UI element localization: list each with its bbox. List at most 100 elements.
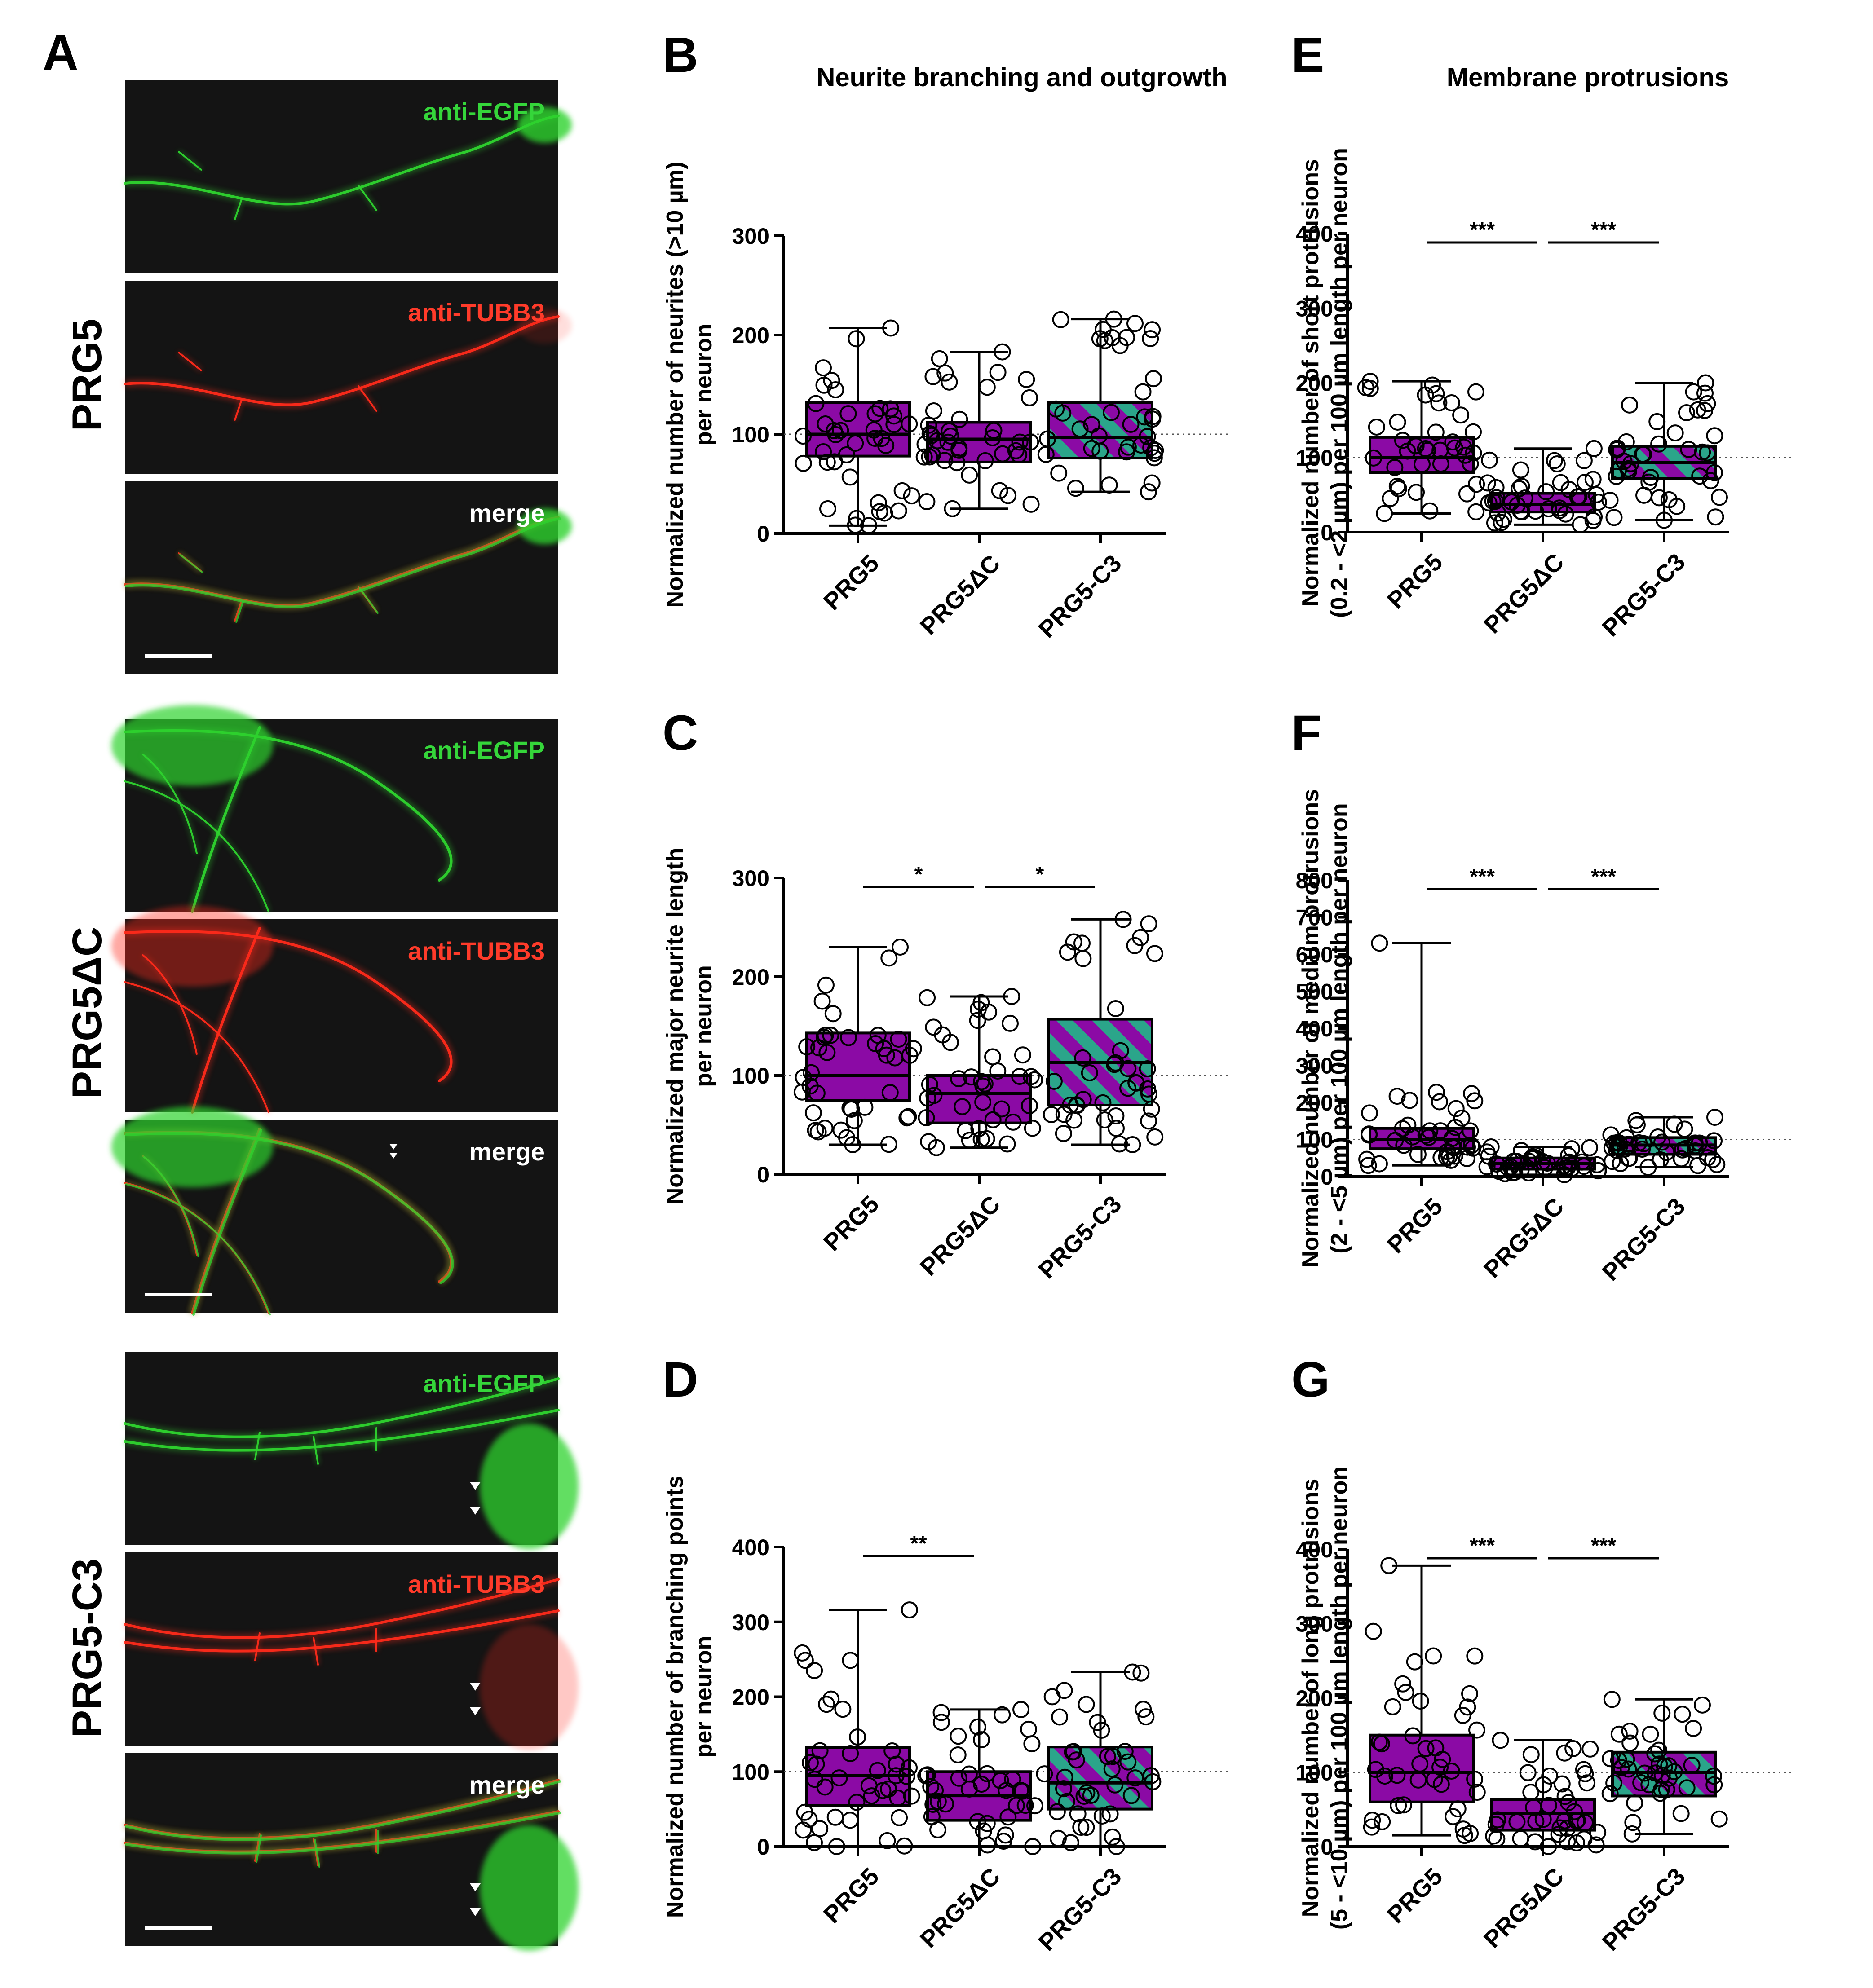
data-point: [1635, 486, 1653, 504]
x-tick-label-prg5-c: PRG5ΔC: [1479, 548, 1569, 639]
micrograph-prg5-merge: merge: [124, 481, 572, 674]
data-point: [1702, 472, 1719, 489]
data-point: [1455, 438, 1472, 456]
data-point: [838, 1129, 855, 1146]
y-axis-label-line: Normalized number of neurites (>10 µm): [662, 162, 688, 608]
data-point: [1367, 1761, 1384, 1778]
data-point: [1401, 1092, 1418, 1109]
data-point: [1069, 1805, 1087, 1823]
data-point: [876, 504, 893, 522]
data-point: [1492, 1732, 1509, 1749]
data-point: [1508, 1813, 1526, 1830]
data-point: [873, 430, 890, 447]
data-point: [1394, 1120, 1411, 1137]
data-point: [978, 379, 996, 396]
channel-label-anti-egfp: anti-EGFP: [423, 97, 545, 126]
cell-body: [111, 705, 273, 786]
data-point: [815, 443, 832, 461]
data-point: [1467, 503, 1485, 520]
data-point: [1135, 1701, 1152, 1718]
data-point: [817, 976, 835, 994]
y-tick-label: 400: [1296, 1537, 1333, 1562]
data-point: [1397, 1684, 1414, 1701]
cell-body: [480, 1424, 579, 1549]
data-point: [1144, 410, 1161, 428]
data-point: [841, 468, 859, 486]
data-point: [1487, 479, 1505, 496]
data-point: [994, 1706, 1011, 1724]
box-prg5: [795, 319, 920, 534]
data-point: [992, 1772, 1009, 1790]
data-point: [1577, 1814, 1594, 1831]
scale-bar: [145, 1926, 212, 1930]
data-point: [1026, 1797, 1044, 1815]
data-point: [1589, 1824, 1607, 1841]
neurite-trace: [125, 517, 561, 608]
data-point: [1610, 1752, 1627, 1769]
data-point: [798, 1038, 816, 1055]
data-point: [1106, 1776, 1124, 1794]
data-point: [939, 433, 957, 451]
y-axis-label-line: per neuron: [691, 1636, 717, 1758]
data-point: [1656, 1758, 1673, 1775]
data-point: [921, 1076, 938, 1093]
x-tick-label-prg5: PRG5: [818, 1863, 884, 1928]
micrograph-prg5-c-merge: merge: [111, 1106, 558, 1316]
data-point: [1432, 1149, 1450, 1166]
data-point: [1575, 1761, 1592, 1778]
y-tick-label: 300: [1296, 1612, 1333, 1637]
y-axis-label: Normalized number of branching points per…: [662, 1476, 717, 1918]
data-point: [1055, 1125, 1072, 1142]
data-point: [1490, 1163, 1508, 1180]
data-point: [1132, 1664, 1150, 1682]
data-point: [818, 1044, 836, 1061]
data-point: [961, 466, 978, 484]
data-point: [1650, 1741, 1668, 1759]
data-point: [1541, 1767, 1559, 1785]
data-point: [1083, 440, 1100, 457]
data-point: [1459, 1698, 1476, 1716]
data-point: [923, 427, 941, 444]
data-point: [1699, 444, 1716, 462]
data-point: [1568, 1812, 1586, 1829]
data-point: [1078, 1819, 1095, 1836]
y-tick-label: 400: [1296, 1016, 1333, 1041]
data-point: [848, 510, 866, 527]
data-point: [1071, 420, 1089, 438]
neurite-trace: [254, 1427, 377, 1465]
x-tick-label-prg5: PRG5: [818, 550, 884, 615]
channel-label-merge: merge: [469, 1771, 545, 1799]
data-point: [1563, 1159, 1581, 1177]
data-point: [919, 1766, 936, 1784]
y-tick-label: 0: [1321, 1164, 1333, 1190]
data-point: [1672, 1805, 1690, 1822]
chart-panel-b: B Normalized number of neurites (>10 µm) p…: [662, 27, 1228, 643]
data-point: [1467, 383, 1484, 401]
data-point: [1431, 1093, 1448, 1111]
data-point: [1581, 1139, 1599, 1156]
data-point: [1003, 988, 1020, 1005]
data-point: [1534, 1153, 1551, 1170]
data-point: [1140, 915, 1157, 933]
y-tick-label: 0: [1321, 1834, 1333, 1860]
data-point: [1636, 1764, 1653, 1782]
channel-label-anti-tubb3: anti-TUBB3: [408, 1570, 545, 1598]
box-prg5-c3: [1601, 374, 1728, 529]
data-point: [822, 1027, 839, 1044]
y-tick-label: 100: [732, 1063, 769, 1089]
data-point: [1004, 1113, 1022, 1131]
data-point: [1482, 1138, 1500, 1155]
data-point: [925, 402, 942, 419]
data-point: [951, 410, 968, 428]
data-point: [886, 1049, 904, 1067]
data-point: [1108, 1838, 1125, 1855]
box-prg5-c: [1485, 1732, 1607, 1855]
data-point: [1548, 455, 1566, 472]
data-point: [1642, 1725, 1659, 1743]
data-point: [1447, 1100, 1465, 1117]
y-tick-label: 200: [732, 965, 769, 990]
y-tick-label: 0: [1321, 520, 1333, 545]
box-prg5-c3: [1602, 1109, 1726, 1176]
data-point: [1621, 1734, 1639, 1752]
data-point: [1495, 511, 1512, 528]
